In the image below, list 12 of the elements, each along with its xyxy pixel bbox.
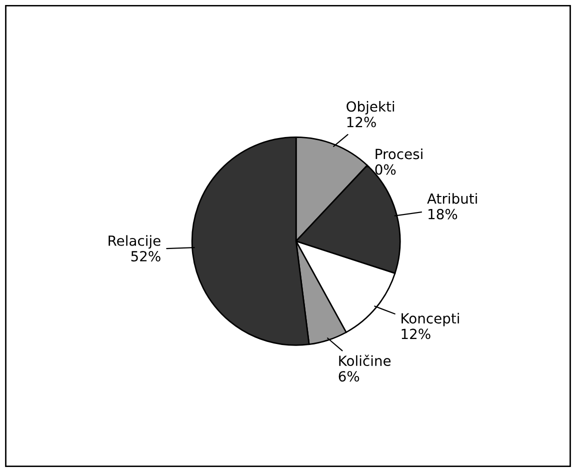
text: 0% [375,164,396,175]
data-label: 18% [428,208,458,220]
slice-label: Količine [339,354,391,366]
data-label: 52% [131,250,160,262]
slice-label: Objekti [346,101,394,114]
data-label: 12% [402,328,430,340]
slice-label: Koncepti [402,312,459,326]
slice-label: Relacije [108,235,160,249]
category-label: Procesi [376,148,422,160]
slice-label: Atributi [427,193,477,204]
data-label: 12% [347,116,376,128]
data-label: 6% [338,371,360,382]
